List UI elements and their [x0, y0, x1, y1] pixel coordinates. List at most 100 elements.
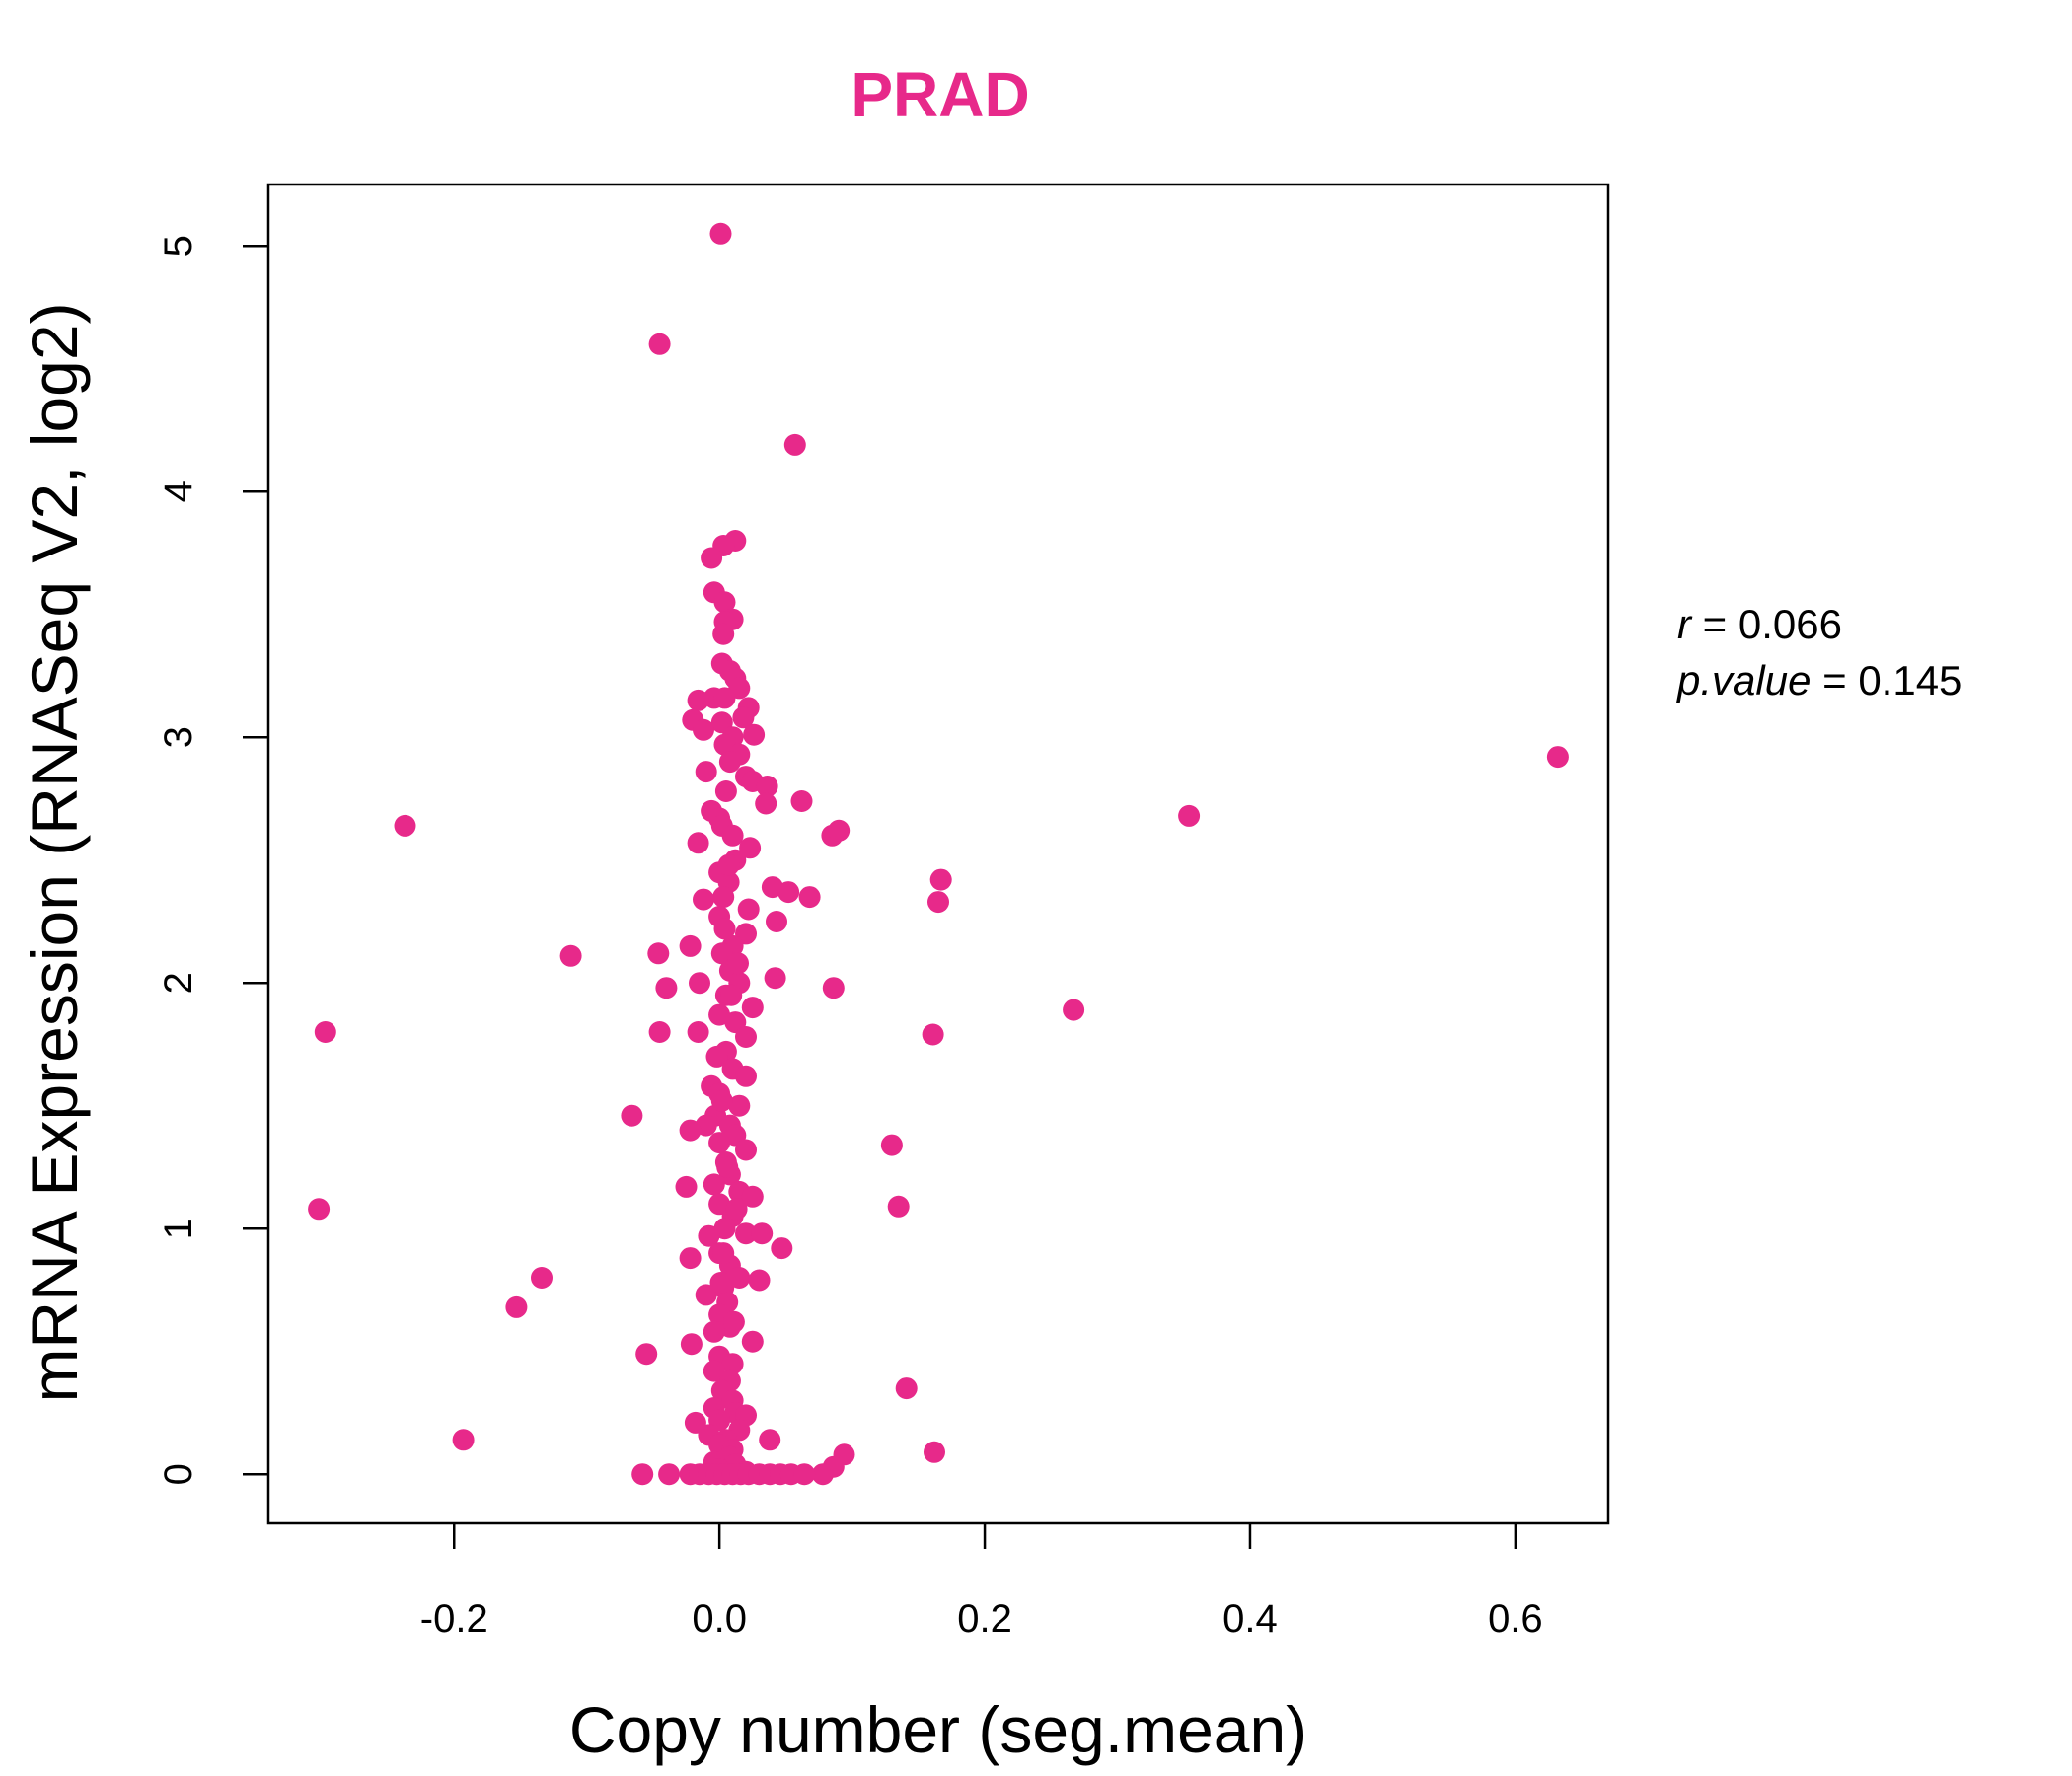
- data-point-78: [929, 868, 952, 891]
- data-point-171: [716, 1156, 739, 1178]
- data-point-79: [1178, 804, 1201, 827]
- data-point-77: [927, 891, 949, 914]
- data-point-47: [777, 881, 800, 904]
- data-point-108: [751, 1222, 774, 1245]
- x-tick-label-3: 0.4: [1222, 1597, 1278, 1641]
- data-point-1: [648, 333, 671, 355]
- data-point-5: [701, 547, 723, 569]
- data-point-80: [1546, 746, 1569, 769]
- data-point-51: [693, 888, 714, 911]
- data-point-172: [705, 1045, 728, 1068]
- data-point-118: [695, 1284, 717, 1306]
- data-point-175: [717, 853, 740, 876]
- data-point-28: [695, 761, 717, 783]
- data-point-174: [713, 918, 736, 940]
- r-stat: r = 0.066: [1677, 601, 1842, 647]
- data-point-125: [680, 1333, 703, 1356]
- p-value-key: p.value: [1675, 657, 1811, 703]
- correlation-stats: r = 0.066 p.value = 0.145: [1675, 601, 1961, 703]
- r-value: 0.066: [1739, 601, 1842, 647]
- data-point-116: [531, 1267, 553, 1289]
- y-tick-label-3: 3: [157, 726, 200, 748]
- x-axis: -0.2 0.0 0.2 0.4 0.6: [420, 1523, 1543, 1641]
- data-point-32: [714, 780, 737, 802]
- data-point-76: [1063, 999, 1085, 1021]
- plot-frame: [266, 183, 1610, 1525]
- data-point-52: [737, 898, 760, 921]
- data-point-74: [735, 1026, 757, 1048]
- data-point-68: [741, 997, 764, 1019]
- r-equals: =: [1703, 601, 1739, 647]
- data-point-86: [728, 1094, 751, 1117]
- data-point-131: [895, 1377, 918, 1400]
- data-point-99: [675, 1175, 698, 1198]
- data-point-115: [748, 1269, 771, 1292]
- data-point-156: [658, 1463, 681, 1486]
- data-point-154: [812, 1463, 834, 1486]
- data-point-66: [822, 977, 845, 999]
- data-point-105: [308, 1198, 331, 1221]
- data-point-114: [728, 1267, 751, 1289]
- data-point-89: [621, 1104, 643, 1127]
- data-point-34: [790, 790, 813, 812]
- data-point-31: [756, 776, 778, 797]
- x-tick-label-2: 0.2: [957, 1597, 1012, 1641]
- y-tick-label-1: 1: [157, 1218, 200, 1239]
- data-point-104: [887, 1195, 910, 1218]
- data-point-179: [710, 1089, 733, 1112]
- data-point-64: [689, 972, 710, 995]
- data-point-40: [739, 837, 762, 859]
- data-point-63: [655, 977, 678, 999]
- data-point-71: [687, 1021, 709, 1043]
- data-point-120: [505, 1295, 528, 1318]
- data-point-2: [783, 433, 806, 456]
- data-point-101: [741, 1185, 764, 1208]
- p-value-equals: =: [1822, 657, 1858, 703]
- data-point-39: [687, 832, 709, 854]
- data-point-180: [727, 952, 749, 975]
- data-point-92: [679, 1119, 702, 1142]
- data-point-48: [798, 886, 821, 909]
- data-point-16: [713, 687, 736, 709]
- data-point-124: [741, 1330, 764, 1353]
- data-point-143: [452, 1429, 475, 1451]
- data-point-54: [766, 911, 787, 932]
- data-point-112: [679, 1247, 702, 1270]
- data-point-75: [922, 1023, 944, 1046]
- data-point-65: [764, 967, 786, 990]
- data-point-60: [679, 934, 702, 957]
- y-tick-label-2: 2: [157, 972, 200, 994]
- data-point-94: [735, 1139, 757, 1161]
- data-point-19: [732, 706, 755, 729]
- chart-title: PRAD: [851, 59, 1029, 130]
- y-tick-label-5: 5: [157, 235, 200, 257]
- data-points: [308, 222, 1569, 1486]
- data-point-58: [647, 942, 670, 965]
- data-point-107: [735, 1222, 757, 1245]
- r-key: r: [1677, 601, 1693, 647]
- data-point-177: [722, 1310, 745, 1333]
- x-axis-label: Copy number (seg.mean): [569, 1693, 1307, 1766]
- data-point-33: [755, 792, 777, 815]
- data-point-42: [828, 819, 851, 842]
- data-point-123: [703, 1320, 725, 1343]
- data-point-22: [693, 718, 714, 741]
- p-value-stat: p.value = 0.145: [1675, 657, 1961, 703]
- data-point-127: [635, 1343, 658, 1366]
- data-point-142: [759, 1429, 781, 1451]
- data-point-155: [631, 1463, 654, 1486]
- p-value-value: 0.145: [1858, 657, 1961, 703]
- x-tick-label-0: -0.2: [420, 1597, 488, 1641]
- data-point-72: [648, 1021, 671, 1043]
- y-axis: 0 1 2 3 4 5: [157, 235, 268, 1485]
- data-point-178: [725, 1198, 748, 1221]
- data-point-0: [709, 222, 732, 245]
- data-point-95: [880, 1134, 903, 1156]
- data-point-176: [709, 1272, 732, 1294]
- data-point-17: [687, 689, 709, 711]
- data-point-23: [743, 723, 766, 746]
- data-point-128: [721, 1353, 744, 1375]
- y-tick-label-0: 0: [157, 1463, 200, 1485]
- data-point-98: [703, 1173, 725, 1196]
- x-tick-label-4: 0.6: [1488, 1597, 1543, 1641]
